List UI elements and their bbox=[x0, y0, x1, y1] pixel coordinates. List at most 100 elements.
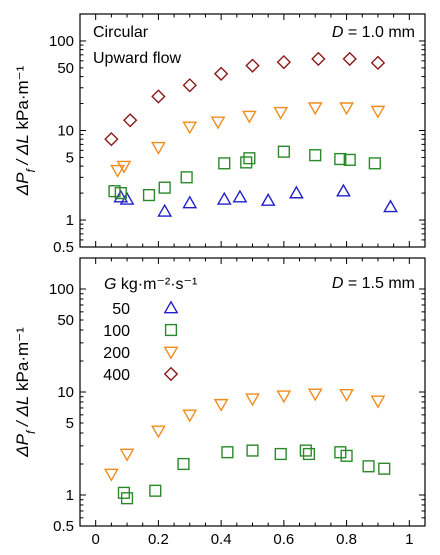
y-tick-label: 0.5 bbox=[53, 239, 74, 256]
legend-marker-400 bbox=[163, 366, 179, 382]
annotation-circular: Circular bbox=[93, 24, 149, 41]
data-point-G400 bbox=[151, 89, 166, 104]
y-tick-label: 0.5 bbox=[53, 518, 74, 535]
data-point-G200 bbox=[245, 393, 260, 407]
plot-frame bbox=[79, 13, 426, 248]
data-point-G400 bbox=[370, 55, 386, 71]
data-point-G200 bbox=[210, 116, 226, 130]
data-point-G100 bbox=[334, 152, 347, 166]
data-point-G50 bbox=[157, 203, 173, 217]
data-point-G200 bbox=[276, 390, 292, 404]
data-point-G50 bbox=[336, 183, 351, 197]
data-point-G100 bbox=[343, 153, 356, 166]
y-tick-label: 5 bbox=[66, 415, 74, 432]
data-point-G200 bbox=[241, 110, 257, 124]
legend-label-400: 400 bbox=[103, 367, 130, 384]
data-point-G100 bbox=[218, 157, 231, 170]
data-point-G100 bbox=[142, 188, 156, 202]
data-point-G200 bbox=[103, 468, 119, 482]
data-point-G50 bbox=[182, 195, 198, 209]
data-point-G100 bbox=[274, 447, 287, 461]
legend-marker-50 bbox=[163, 300, 179, 314]
data-point-G100 bbox=[243, 152, 256, 165]
data-point-G100 bbox=[309, 149, 322, 162]
y-tick-label: 10 bbox=[57, 384, 74, 401]
data-point-G200 bbox=[110, 164, 126, 178]
data-point-G200 bbox=[151, 141, 166, 155]
data-point-G200 bbox=[116, 160, 132, 174]
data-point-G100 bbox=[158, 181, 171, 194]
data-point-G100 bbox=[221, 446, 234, 459]
data-point-G50 bbox=[216, 191, 232, 205]
y-axis-label: ΔPf / ΔL kPa·m⁻¹ bbox=[13, 65, 38, 196]
data-point-G200 bbox=[273, 106, 289, 120]
data-point-G200 bbox=[182, 121, 198, 135]
data-point-G100 bbox=[240, 156, 253, 169]
annotation-diameter: D = 1.0 mm bbox=[332, 24, 415, 41]
x-tick-label: 0 bbox=[92, 531, 100, 548]
legend-title: G kg·m⁻²·s⁻¹ bbox=[104, 276, 197, 293]
data-point-G100 bbox=[302, 447, 316, 461]
data-point-G400 bbox=[276, 54, 292, 70]
data-point-G50 bbox=[260, 192, 276, 206]
legend-marker-200 bbox=[163, 346, 179, 360]
x-tick-label: 0.8 bbox=[336, 531, 357, 548]
data-point-G200 bbox=[182, 409, 198, 423]
data-point-G100 bbox=[120, 492, 134, 505]
data-point-G400 bbox=[311, 51, 326, 67]
x-tick-label: 0.6 bbox=[273, 531, 294, 548]
data-point-G200 bbox=[119, 448, 135, 462]
data-point-G100 bbox=[334, 446, 347, 459]
data-point-G100 bbox=[177, 457, 190, 471]
data-point-G400 bbox=[213, 66, 229, 81]
legend-label-100: 100 bbox=[103, 323, 130, 340]
data-point-G200 bbox=[307, 102, 323, 116]
x-tick-label: 0.4 bbox=[211, 531, 232, 548]
data-point-G100 bbox=[340, 449, 353, 462]
y-tick-label: 1 bbox=[66, 212, 74, 229]
data-point-G400 bbox=[104, 131, 119, 147]
y-tick-label: 100 bbox=[49, 33, 74, 50]
data-point-G100 bbox=[180, 171, 193, 184]
x-tick-label: 1 bbox=[405, 531, 413, 548]
data-point-G100 bbox=[246, 444, 259, 457]
y-tick-label: 100 bbox=[49, 281, 74, 298]
data-point-G100 bbox=[378, 462, 391, 475]
data-point-G400 bbox=[122, 113, 138, 128]
legend-label-200: 200 bbox=[103, 345, 130, 362]
data-point-G200 bbox=[213, 398, 229, 412]
y-tick-label: 5 bbox=[66, 149, 74, 166]
data-point-G200 bbox=[151, 425, 166, 439]
data-point-G200 bbox=[370, 395, 386, 409]
legend-label-50: 50 bbox=[112, 301, 130, 318]
data-point-G50 bbox=[383, 199, 398, 213]
data-point-G400 bbox=[245, 58, 260, 73]
data-point-G50 bbox=[289, 185, 304, 199]
chart-panel-top: 0.5 1 5 10 50 100 ΔPf / ΔL kPa·m⁻¹ Circular Upwa… bbox=[13, 13, 426, 256]
data-point-G200 bbox=[307, 388, 323, 402]
plot-frame bbox=[79, 257, 426, 527]
y-axis-label: ΔPf / ΔL kPa·m⁻¹ bbox=[13, 327, 38, 458]
annotation-upward-flow: Upward flow bbox=[93, 50, 181, 67]
annotation-diameter: D = 1.5 mm bbox=[332, 275, 415, 292]
legend-marker-100 bbox=[164, 323, 178, 337]
data-point-G400 bbox=[182, 78, 197, 93]
data-point-G100 bbox=[299, 444, 312, 457]
data-point-G100 bbox=[277, 145, 290, 158]
data-point-G100 bbox=[108, 185, 121, 198]
data-point-G400 bbox=[342, 51, 357, 67]
data-point-G50 bbox=[232, 189, 248, 203]
data-point-G100 bbox=[362, 460, 375, 473]
data-point-G200 bbox=[370, 105, 386, 119]
data-point-G100 bbox=[114, 186, 127, 200]
data-point-G100 bbox=[368, 157, 381, 170]
y-tick-label: 1 bbox=[66, 487, 74, 504]
data-point-G200 bbox=[339, 102, 354, 116]
y-tick-label: 50 bbox=[57, 312, 74, 329]
y-tick-label: 10 bbox=[57, 123, 74, 140]
x-tick-label: 0.2 bbox=[148, 531, 169, 548]
data-point-G200 bbox=[339, 388, 354, 402]
